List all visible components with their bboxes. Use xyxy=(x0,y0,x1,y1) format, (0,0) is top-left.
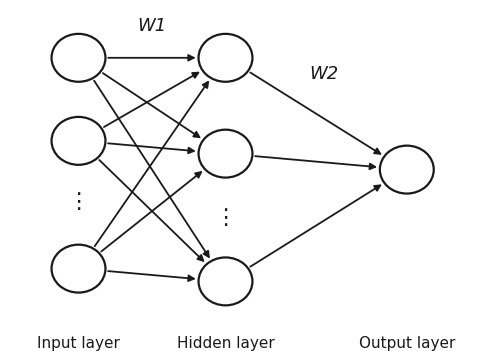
Ellipse shape xyxy=(198,34,252,82)
Text: Hidden layer: Hidden layer xyxy=(176,336,274,351)
Text: ⋮: ⋮ xyxy=(214,207,236,227)
Ellipse shape xyxy=(52,34,106,82)
Ellipse shape xyxy=(198,130,252,178)
Text: W2: W2 xyxy=(309,65,338,83)
Ellipse shape xyxy=(52,117,106,165)
Ellipse shape xyxy=(198,257,252,305)
Text: Output layer: Output layer xyxy=(358,336,455,351)
Ellipse shape xyxy=(380,146,434,193)
Text: ⋮: ⋮ xyxy=(68,192,90,212)
Ellipse shape xyxy=(52,245,106,293)
Text: Input layer: Input layer xyxy=(37,336,120,351)
Text: W1: W1 xyxy=(138,17,166,35)
